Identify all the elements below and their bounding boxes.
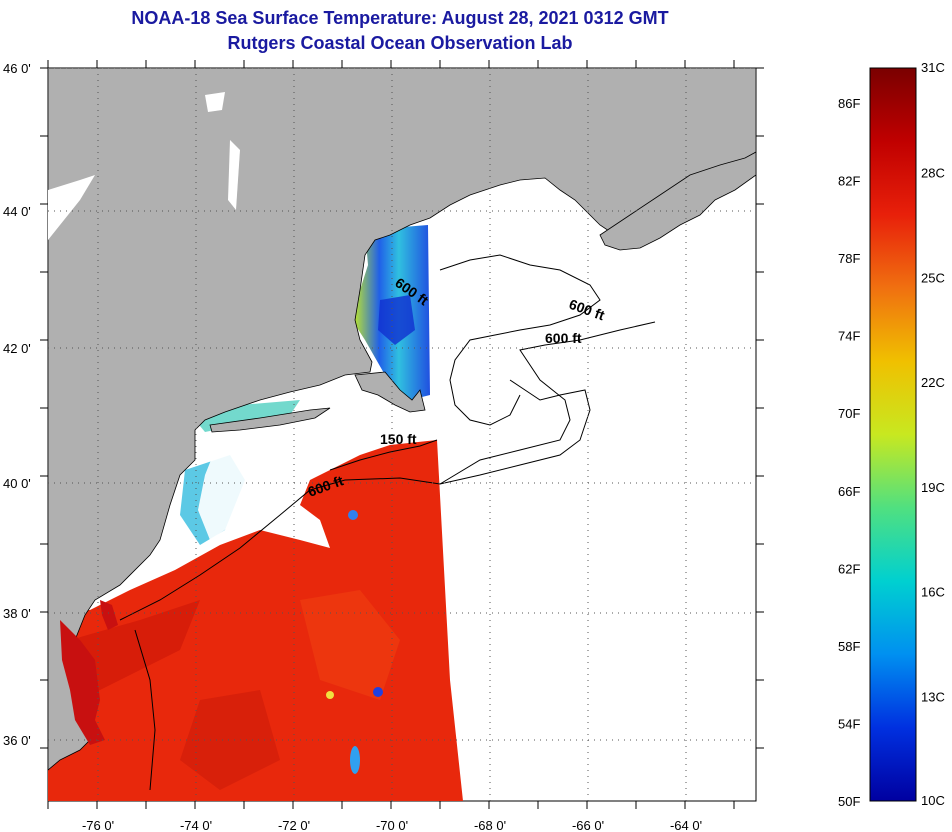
lat-label: 36 0'	[3, 733, 31, 748]
lat-label: 40 0'	[3, 476, 31, 491]
colorbar-celsius-label: 28C	[921, 166, 945, 181]
colorbar-celsius-label: 22C	[921, 375, 945, 390]
sst-patch	[300, 590, 400, 700]
lon-label: -68 0'	[474, 818, 506, 832]
contour-shelf-south	[134, 629, 156, 791]
inland-lake	[228, 140, 240, 210]
cool-eddy	[350, 746, 360, 774]
colorbar-fahrenheit-label: 50F	[838, 794, 860, 809]
colorbar-celsius-label: 13C	[921, 689, 945, 704]
colorbar-labels: 31C 28C 25C 22C 19C 16C 13C 10C 86F 82F 78F 74F 70F 6…	[838, 60, 945, 809]
colorbar-fahrenheit-label: 66F	[838, 484, 860, 499]
long-island	[209, 407, 331, 433]
contour-label: 600 ft	[545, 330, 582, 346]
lon-label: -66 0'	[572, 818, 604, 832]
sst-patch	[70, 600, 200, 700]
inland-lake	[205, 92, 225, 112]
contour-150ft	[329, 439, 438, 471]
colorbar	[869, 67, 917, 802]
contour-600ft	[119, 379, 591, 621]
chesapeake-bay	[60, 620, 105, 745]
map-subtitle: Rutgers Coastal Ocean Observation Lab	[227, 33, 573, 53]
lake-ontario	[48, 175, 95, 240]
colorbar-fahrenheit-label: 86F	[838, 96, 860, 111]
cape-cod	[354, 371, 426, 413]
contour-600ft-edge	[439, 321, 656, 485]
gridlines	[48, 68, 756, 801]
lat-label: 46 0'	[3, 61, 31, 76]
sst-patch	[180, 690, 280, 790]
cloud-mask	[198, 445, 262, 540]
cool-eddy	[348, 510, 358, 520]
contour-label: 150 ft	[380, 431, 417, 447]
warm-eddy	[326, 691, 334, 699]
nova-scotia	[599, 151, 756, 251]
colorbar-celsius-label: 19C	[921, 480, 945, 495]
lon-label: -74 0'	[180, 818, 212, 832]
lat-label: 38 0'	[3, 606, 31, 621]
colorbar-celsius-label: 31C	[921, 60, 945, 75]
colorbar-celsius-label: 10C	[921, 793, 945, 808]
contour-georges-bank	[439, 254, 601, 426]
axis-ticks	[40, 60, 764, 809]
colorbar-fahrenheit-label: 58F	[838, 639, 860, 654]
lon-label: -64 0'	[670, 818, 702, 832]
colorbar-fahrenheit-label: 74F	[838, 329, 860, 344]
map-title: NOAA-18 Sea Surface Temperature: August …	[131, 8, 669, 28]
cool-eddy	[373, 687, 383, 697]
colorbar-fahrenheit-label: 82F	[838, 174, 860, 189]
colorbar-fahrenheit-label: 78F	[838, 251, 860, 266]
lon-label: -72 0'	[278, 818, 310, 832]
lat-label: 42 0'	[3, 341, 31, 356]
colorbar-celsius-label: 25C	[921, 270, 945, 285]
delaware-bay	[100, 600, 118, 630]
warm-water-swath	[48, 440, 463, 801]
colorbar-celsius-label: 16C	[921, 585, 945, 600]
colorbar-fahrenheit-label: 54F	[838, 716, 860, 731]
lat-label: 44 0'	[3, 204, 31, 219]
cool-patch	[378, 295, 415, 345]
lon-label: -76 0'	[82, 818, 114, 832]
colorbar-fahrenheit-label: 70F	[838, 406, 860, 421]
lon-label: -70 0'	[376, 818, 408, 832]
colorbar-fahrenheit-label: 62F	[838, 561, 860, 576]
